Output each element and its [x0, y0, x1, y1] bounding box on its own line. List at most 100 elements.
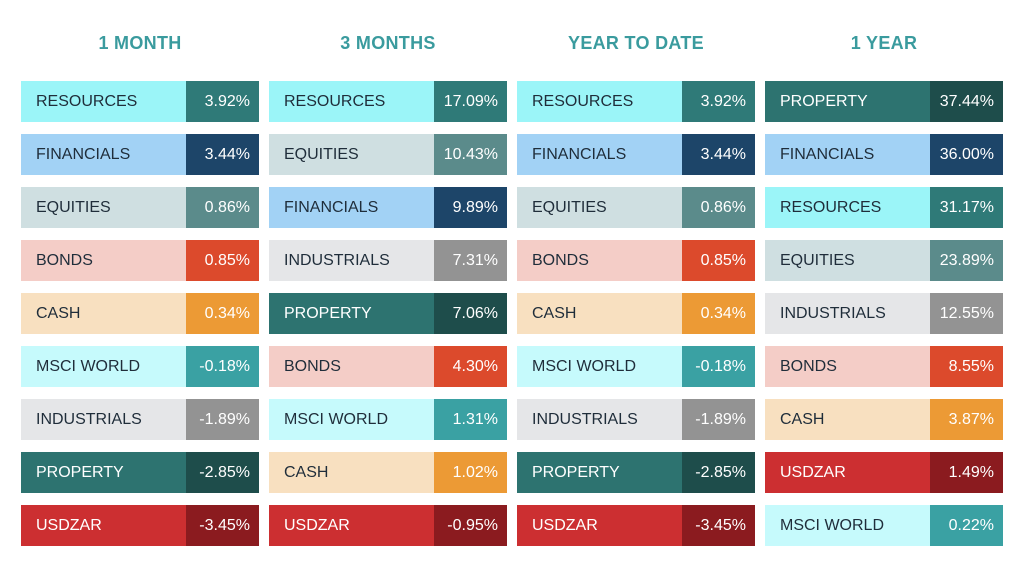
return-value: 8.55%	[930, 346, 1003, 387]
table-row: USDZAR 1.49%	[765, 452, 1003, 493]
table-row: USDZAR -0.95%	[269, 505, 507, 546]
table-row: PROPERTY -2.85%	[517, 452, 755, 493]
asset-name: MSCI WORLD	[269, 399, 434, 440]
table-row: INDUSTRIALS -1.89%	[21, 399, 259, 440]
return-value: -0.18%	[682, 346, 755, 387]
table-row: PROPERTY -2.85%	[21, 452, 259, 493]
table-row: FINANCIALS 36.00%	[765, 134, 1003, 175]
asset-name: INDUSTRIALS	[269, 240, 434, 281]
asset-name: EQUITIES	[21, 187, 186, 228]
return-value: 0.85%	[186, 240, 259, 281]
table-row: RESOURCES 17.09%	[269, 81, 507, 122]
return-value: -0.18%	[186, 346, 259, 387]
return-value: -1.89%	[186, 399, 259, 440]
table-row: EQUITIES 0.86%	[21, 187, 259, 228]
return-value: 0.86%	[682, 187, 755, 228]
table-row: INDUSTRIALS 12.55%	[765, 293, 1003, 334]
table-row: BONDS 4.30%	[269, 346, 507, 387]
asset-name: INDUSTRIALS	[765, 293, 930, 334]
return-value: 3.92%	[186, 81, 259, 122]
asset-name: USDZAR	[269, 505, 434, 546]
table-row: FINANCIALS 9.89%	[269, 187, 507, 228]
return-value: -2.85%	[186, 452, 259, 493]
asset-name: EQUITIES	[269, 134, 434, 175]
table-row: PROPERTY 37.44%	[765, 81, 1003, 122]
column-title: YEAR TO DATE	[568, 33, 704, 53]
asset-name: FINANCIALS	[517, 134, 682, 175]
return-value: 7.06%	[434, 293, 507, 334]
return-value: 0.34%	[682, 293, 755, 334]
asset-name: CASH	[269, 452, 434, 493]
asset-name: RESOURCES	[765, 187, 930, 228]
asset-name: RESOURCES	[21, 81, 186, 122]
column-title: 3 MONTHS	[340, 33, 436, 53]
asset-name: RESOURCES	[269, 81, 434, 122]
asset-name: USDZAR	[765, 452, 930, 493]
table-row: USDZAR -3.45%	[517, 505, 755, 546]
asset-name: MSCI WORLD	[21, 346, 186, 387]
table-row: RESOURCES 31.17%	[765, 187, 1003, 228]
asset-name: INDUSTRIALS	[21, 399, 186, 440]
asset-name: INDUSTRIALS	[517, 399, 682, 440]
asset-name: CASH	[21, 293, 186, 334]
table-row: BONDS 8.55%	[765, 346, 1003, 387]
return-value: -3.45%	[186, 505, 259, 546]
return-value: -1.89%	[682, 399, 755, 440]
return-value: 3.44%	[682, 134, 755, 175]
table-row: BONDS 0.85%	[21, 240, 259, 281]
asset-name: PROPERTY	[21, 452, 186, 493]
table-row: RESOURCES 3.92%	[517, 81, 755, 122]
asset-name: BONDS	[517, 240, 682, 281]
return-value: 3.87%	[930, 399, 1003, 440]
asset-name: FINANCIALS	[765, 134, 930, 175]
asset-name: MSCI WORLD	[765, 505, 930, 546]
table-row: EQUITIES 0.86%	[517, 187, 755, 228]
return-value: -2.85%	[682, 452, 755, 493]
return-value: 0.22%	[930, 505, 1003, 546]
table-row: MSCI WORLD -0.18%	[21, 346, 259, 387]
return-value: 4.30%	[434, 346, 507, 387]
table-row: RESOURCES 3.92%	[21, 81, 259, 122]
return-value: 3.44%	[186, 134, 259, 175]
return-value: 1.49%	[930, 452, 1003, 493]
return-value: 0.85%	[682, 240, 755, 281]
table-row: FINANCIALS 3.44%	[517, 134, 755, 175]
asset-name: PROPERTY	[269, 293, 434, 334]
asset-name: RESOURCES	[517, 81, 682, 122]
table-row: BONDS 0.85%	[517, 240, 755, 281]
return-value: 9.89%	[434, 187, 507, 228]
return-value: 3.92%	[682, 81, 755, 122]
return-value: 1.02%	[434, 452, 507, 493]
asset-name: MSCI WORLD	[517, 346, 682, 387]
table-row: EQUITIES 23.89%	[765, 240, 1003, 281]
asset-name: BONDS	[21, 240, 186, 281]
table-row: CASH 3.87%	[765, 399, 1003, 440]
table-row: CASH 0.34%	[21, 293, 259, 334]
column-title: 1 YEAR	[850, 33, 918, 53]
return-value: 31.17%	[930, 187, 1003, 228]
table-row: INDUSTRIALS 7.31%	[269, 240, 507, 281]
return-value: 10.43%	[434, 134, 507, 175]
asset-name: FINANCIALS	[269, 187, 434, 228]
return-value: 12.55%	[930, 293, 1003, 334]
table-row: PROPERTY 7.06%	[269, 293, 507, 334]
asset-name: BONDS	[765, 346, 930, 387]
return-value: -3.45%	[682, 505, 755, 546]
return-value: 0.86%	[186, 187, 259, 228]
return-value: 23.89%	[930, 240, 1003, 281]
column-title: 1 MONTH	[98, 33, 182, 53]
table-row: MSCI WORLD 1.31%	[269, 399, 507, 440]
table-row: EQUITIES 10.43%	[269, 134, 507, 175]
return-value: -0.95%	[434, 505, 507, 546]
return-value: 0.34%	[186, 293, 259, 334]
table-row: CASH 0.34%	[517, 293, 755, 334]
asset-name: USDZAR	[21, 505, 186, 546]
table-row: INDUSTRIALS -1.89%	[517, 399, 755, 440]
return-value: 1.31%	[434, 399, 507, 440]
return-value: 37.44%	[930, 81, 1003, 122]
return-value: 36.00%	[930, 134, 1003, 175]
table-row: USDZAR -3.45%	[21, 505, 259, 546]
table-row: CASH 1.02%	[269, 452, 507, 493]
asset-name: PROPERTY	[765, 81, 930, 122]
asset-name: BONDS	[269, 346, 434, 387]
